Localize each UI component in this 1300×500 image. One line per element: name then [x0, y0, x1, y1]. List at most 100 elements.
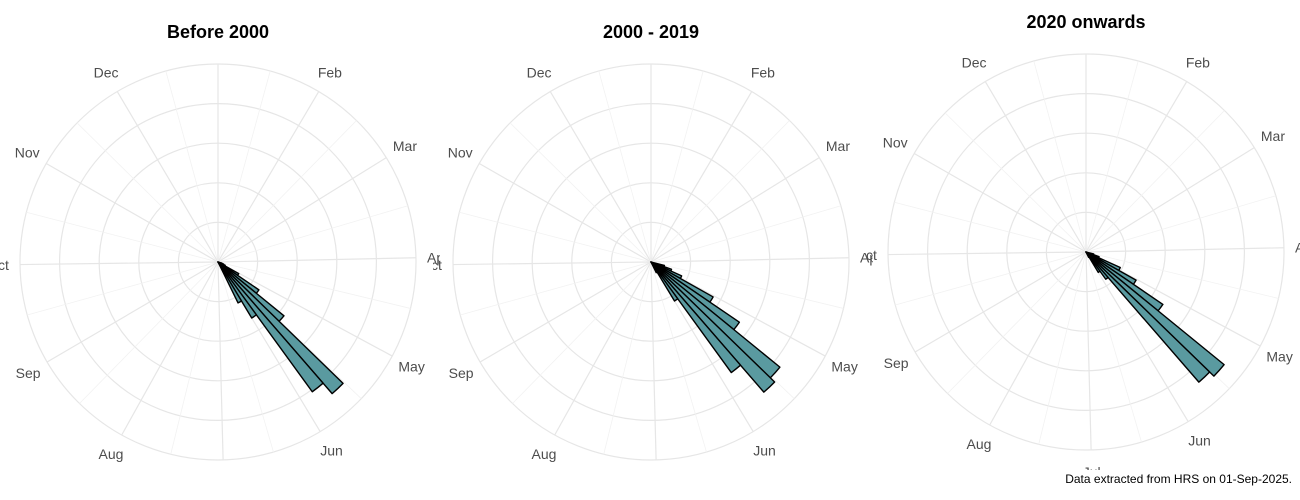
- month-tick-label: Jun: [753, 442, 776, 458]
- angular-minor-gridline: [217, 120, 357, 263]
- month-tick-label: May: [831, 358, 857, 374]
- bar-wedge: [217, 261, 324, 393]
- angular-gridline: [1085, 251, 1092, 450]
- angular-gridline: [46, 261, 219, 363]
- angular-minor-gridline: [509, 122, 652, 263]
- angular-gridline: [554, 261, 652, 436]
- angular-minor-gridline: [1033, 60, 1087, 253]
- month-tick-label: Nov: [15, 145, 40, 161]
- angular-gridline: [1085, 247, 1284, 253]
- angular-minor-gridline: [1038, 251, 1087, 445]
- month-tick-label: May: [1266, 348, 1292, 364]
- angular-minor-gridline: [459, 211, 652, 263]
- angular-gridline: [217, 257, 416, 263]
- angular-minor-gridline: [217, 261, 411, 309]
- bar-wedge: [1085, 251, 1090, 259]
- angular-gridline: [453, 261, 652, 266]
- bar-wedge: [650, 261, 781, 379]
- angular-minor-gridline: [1085, 195, 1276, 253]
- angular-gridline: [984, 81, 1087, 253]
- month-tick-label: Sep: [449, 365, 474, 381]
- month-tick-label: Jun: [1188, 432, 1211, 448]
- angular-minor-gridline: [217, 261, 274, 453]
- angular-gridline: [650, 91, 753, 263]
- month-tick-label: Feb: [751, 65, 775, 81]
- angular-minor-gridline: [650, 261, 707, 453]
- angular-gridline: [217, 261, 393, 357]
- polar-chart-svg: Before 2000FebMarAprMayJunJulAugSepOctNo…: [0, 22, 440, 462]
- angular-minor-gridline: [894, 201, 1087, 253]
- chart-title: 2000 - 2019: [603, 22, 699, 42]
- month-tick-label: Jul: [1083, 464, 1101, 470]
- angular-gridline: [914, 251, 1087, 353]
- month-tick-label: Dec: [527, 65, 552, 81]
- month-tick-label: May: [398, 358, 424, 374]
- polar-chart-2020-onwards: 2020 onwards Feb Mar Apr May Jun Jul Aug Sep Oct N…: [866, 0, 1300, 470]
- angular-gridline: [478, 162, 652, 263]
- bar-wedge: [217, 261, 258, 319]
- angular-minor-gridline: [598, 70, 652, 263]
- bar-wedge: [217, 261, 344, 395]
- month-tick-label: Sep: [884, 355, 909, 371]
- month-tick-label: Jun: [320, 442, 343, 458]
- angular-gridline: [650, 257, 849, 263]
- month-tick-label: Nov: [883, 135, 908, 151]
- angular-gridline: [913, 152, 1087, 253]
- bar-wedge: [650, 261, 658, 274]
- angular-gridline: [45, 162, 219, 263]
- month-tick-label: Feb: [1186, 55, 1210, 71]
- bar-wedge: [650, 261, 742, 374]
- angular-minor-gridline: [1085, 110, 1225, 253]
- angular-minor-gridline: [217, 205, 408, 263]
- month-tick-label: Aug: [532, 446, 557, 462]
- polar-chart-before-2000: Before 2000FebMarAprMayJunJulAugSepOctNo…: [0, 0, 440, 470]
- month-tick-label: Oct: [866, 247, 877, 263]
- angular-gridline: [217, 157, 387, 263]
- angular-minor-gridline: [650, 120, 790, 263]
- angular-minor-gridline: [512, 261, 652, 404]
- bar-wedge: [1085, 251, 1211, 383]
- angular-gridline: [479, 261, 652, 363]
- angular-minor-gridline: [603, 261, 652, 455]
- source-caption: Data extracted from HRS on 01-Sep-2025.: [1065, 472, 1292, 486]
- angular-minor-gridline: [1085, 251, 1279, 299]
- angular-gridline: [549, 91, 652, 263]
- angular-minor-gridline: [650, 261, 844, 309]
- angular-minor-gridline: [650, 205, 841, 263]
- polar-chart-svg: 2020 onwards Feb Mar Apr May Jun Jul Aug Sep Oct N…: [866, 12, 1300, 470]
- angular-minor-gridline: [76, 122, 219, 263]
- polar-chart-2000-2019: 2000 - 2019FebMarAprMayJunJulAugSepOctNo…: [433, 0, 873, 470]
- angular-gridline: [217, 261, 224, 460]
- angular-gridline: [116, 91, 219, 263]
- angular-gridline: [20, 261, 219, 266]
- angular-minor-gridline: [1085, 251, 1142, 443]
- month-tick-label: Sep: [16, 365, 41, 381]
- month-tick-label: Oct: [433, 257, 442, 273]
- polar-chart-svg: 2000 - 2019FebMarAprMayJunJulAugSepOctNo…: [433, 22, 873, 462]
- angular-minor-gridline: [217, 70, 271, 263]
- angular-minor-gridline: [26, 211, 219, 263]
- angular-gridline: [121, 261, 219, 436]
- angular-gridline: [650, 261, 657, 460]
- angular-minor-gridline: [165, 70, 219, 263]
- month-tick-label: Dec: [962, 55, 987, 71]
- angular-minor-gridline: [79, 261, 219, 404]
- angular-gridline: [1085, 147, 1255, 253]
- month-tick-label: Feb: [318, 65, 342, 81]
- angular-minor-gridline: [944, 112, 1087, 253]
- chart-title: 2020 onwards: [1026, 12, 1145, 32]
- angular-minor-gridline: [650, 70, 704, 263]
- month-tick-label: Mar: [1261, 128, 1285, 144]
- angular-minor-gridline: [460, 261, 652, 316]
- bar-wedge: [1085, 251, 1225, 377]
- angular-gridline: [888, 251, 1087, 256]
- month-tick-label: Apr: [1295, 239, 1300, 255]
- bar-wedge: [217, 261, 243, 304]
- angular-minor-gridline: [947, 251, 1087, 394]
- month-tick-label: Mar: [393, 138, 417, 154]
- bar-wedge: [650, 261, 776, 393]
- angular-gridline: [1085, 251, 1189, 422]
- month-tick-label: Aug: [967, 436, 992, 452]
- angular-minor-gridline: [170, 261, 219, 455]
- angular-minor-gridline: [1085, 60, 1139, 253]
